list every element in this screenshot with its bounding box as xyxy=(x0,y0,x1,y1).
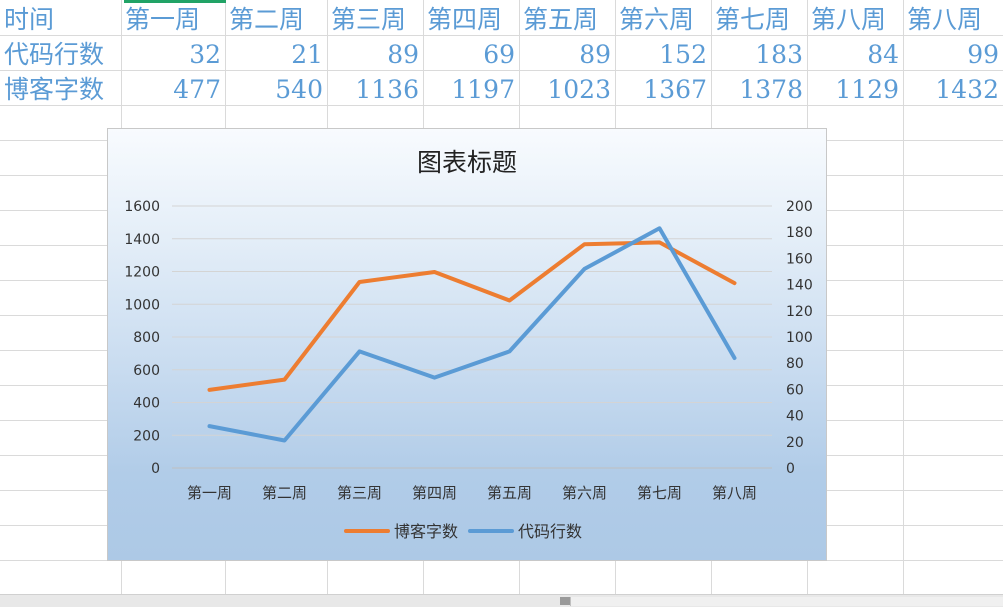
week-header-cell[interactable]: 第二周 xyxy=(229,5,305,34)
value-cell[interactable]: 183 xyxy=(755,40,803,69)
row-header-cell[interactable]: 博客字数 xyxy=(4,75,105,104)
secondary-axis-tick-label: 60 xyxy=(786,382,804,398)
secondary-axis-tick-label: 120 xyxy=(786,304,813,320)
value-cell[interactable]: 69 xyxy=(483,40,515,69)
category-tick-label: 第六周 xyxy=(562,484,607,502)
primary-axis-tick-label: 0 xyxy=(151,461,160,477)
line-chart: 0 200 400 600 800 1000 1200 1400 1600 0 20 40 60 80 10… xyxy=(124,199,813,541)
row-header-cell[interactable]: 时间 xyxy=(4,5,55,34)
spreadsheet-grid[interactable]: 时间 第一周 第二周 第三周 第四周 第五周 第六周 第七周 第八周 第八周 代码行数 32 21 89 6… xyxy=(0,0,1003,594)
secondary-axis-tick-label: 140 xyxy=(786,278,813,294)
category-tick-label: 第二周 xyxy=(262,484,307,502)
week-header-cell[interactable]: 第八周 xyxy=(811,5,887,34)
secondary-axis-tick-label: 80 xyxy=(786,356,804,372)
week-header-cell[interactable]: 第八周 xyxy=(907,5,983,34)
secondary-axis-tick-label: 20 xyxy=(786,435,804,451)
week-header-cell[interactable]: 第三周 xyxy=(331,5,407,34)
value-cell[interactable]: 1197 xyxy=(451,75,515,104)
category-tick-label: 第三周 xyxy=(337,484,382,502)
series-line-code-lines xyxy=(207,226,737,443)
week-header-cell[interactable]: 第七周 xyxy=(715,5,791,34)
value-cell[interactable]: 1129 xyxy=(835,75,899,104)
series-line-blog-words xyxy=(207,240,737,392)
week-header-cell[interactable]: 第五周 xyxy=(523,5,599,34)
status-bar xyxy=(0,594,1003,607)
horizontal-scrollbar[interactable] xyxy=(570,597,1003,606)
primary-axis-tick-label: 1000 xyxy=(124,297,160,313)
chart-title[interactable]: 图表标题 xyxy=(416,148,517,177)
category-tick-label: 第五周 xyxy=(487,484,532,502)
category-tick-label: 第八周 xyxy=(712,484,757,502)
value-cell[interactable]: 21 xyxy=(291,40,323,69)
row-header-cell[interactable]: 代码行数 xyxy=(4,40,105,69)
secondary-axis-tick-label: 180 xyxy=(786,225,813,241)
active-cell-indicator xyxy=(124,0,226,3)
category-tick-label: 第七周 xyxy=(637,484,682,502)
secondary-axis-tick-label: 40 xyxy=(786,409,804,425)
value-cell[interactable]: 477 xyxy=(173,75,221,104)
value-cell[interactable]: 84 xyxy=(867,40,899,69)
chart-area[interactable]: 0 200 400 600 800 1000 1200 1400 1600 0 20 40 60 80 10… xyxy=(107,128,827,561)
week-header-cell[interactable]: 第四周 xyxy=(427,5,503,34)
value-cell[interactable]: 1432 xyxy=(935,75,999,104)
scrollbar-handle[interactable] xyxy=(560,597,570,605)
value-cell[interactable]: 32 xyxy=(189,40,221,69)
value-cell[interactable]: 1136 xyxy=(355,75,419,104)
legend-label: 博客字数 xyxy=(394,522,458,541)
secondary-axis-tick-label: 160 xyxy=(786,251,813,267)
primary-axis-tick-label: 1400 xyxy=(124,232,160,248)
secondary-axis-tick-label: 100 xyxy=(786,330,813,346)
value-cell[interactable]: 1378 xyxy=(739,75,803,104)
primary-axis-tick-label: 800 xyxy=(133,330,160,346)
primary-axis-tick-label: 600 xyxy=(133,363,160,379)
secondary-axis-tick-label: 200 xyxy=(786,199,813,215)
week-header-cell[interactable]: 第六周 xyxy=(619,5,695,34)
primary-axis-tick-label: 200 xyxy=(133,428,160,444)
primary-axis-tick-label: 1600 xyxy=(124,199,160,215)
primary-axis-tick-label: 1200 xyxy=(124,265,160,281)
secondary-axis-tick-label: 0 xyxy=(786,461,795,477)
category-tick-label: 第一周 xyxy=(187,484,232,502)
value-cell[interactable]: 1023 xyxy=(547,75,611,104)
value-cell[interactable]: 540 xyxy=(275,75,323,104)
legend-label: 代码行数 xyxy=(518,522,582,541)
value-cell[interactable]: 152 xyxy=(659,40,707,69)
value-cell[interactable]: 99 xyxy=(967,40,999,69)
primary-axis-tick-label: 400 xyxy=(133,396,160,412)
value-cell[interactable]: 89 xyxy=(579,40,611,69)
week-header-cell[interactable]: 第一周 xyxy=(125,5,201,34)
category-tick-label: 第四周 xyxy=(412,484,457,502)
value-cell[interactable]: 89 xyxy=(387,40,419,69)
value-cell[interactable]: 1367 xyxy=(643,75,707,104)
